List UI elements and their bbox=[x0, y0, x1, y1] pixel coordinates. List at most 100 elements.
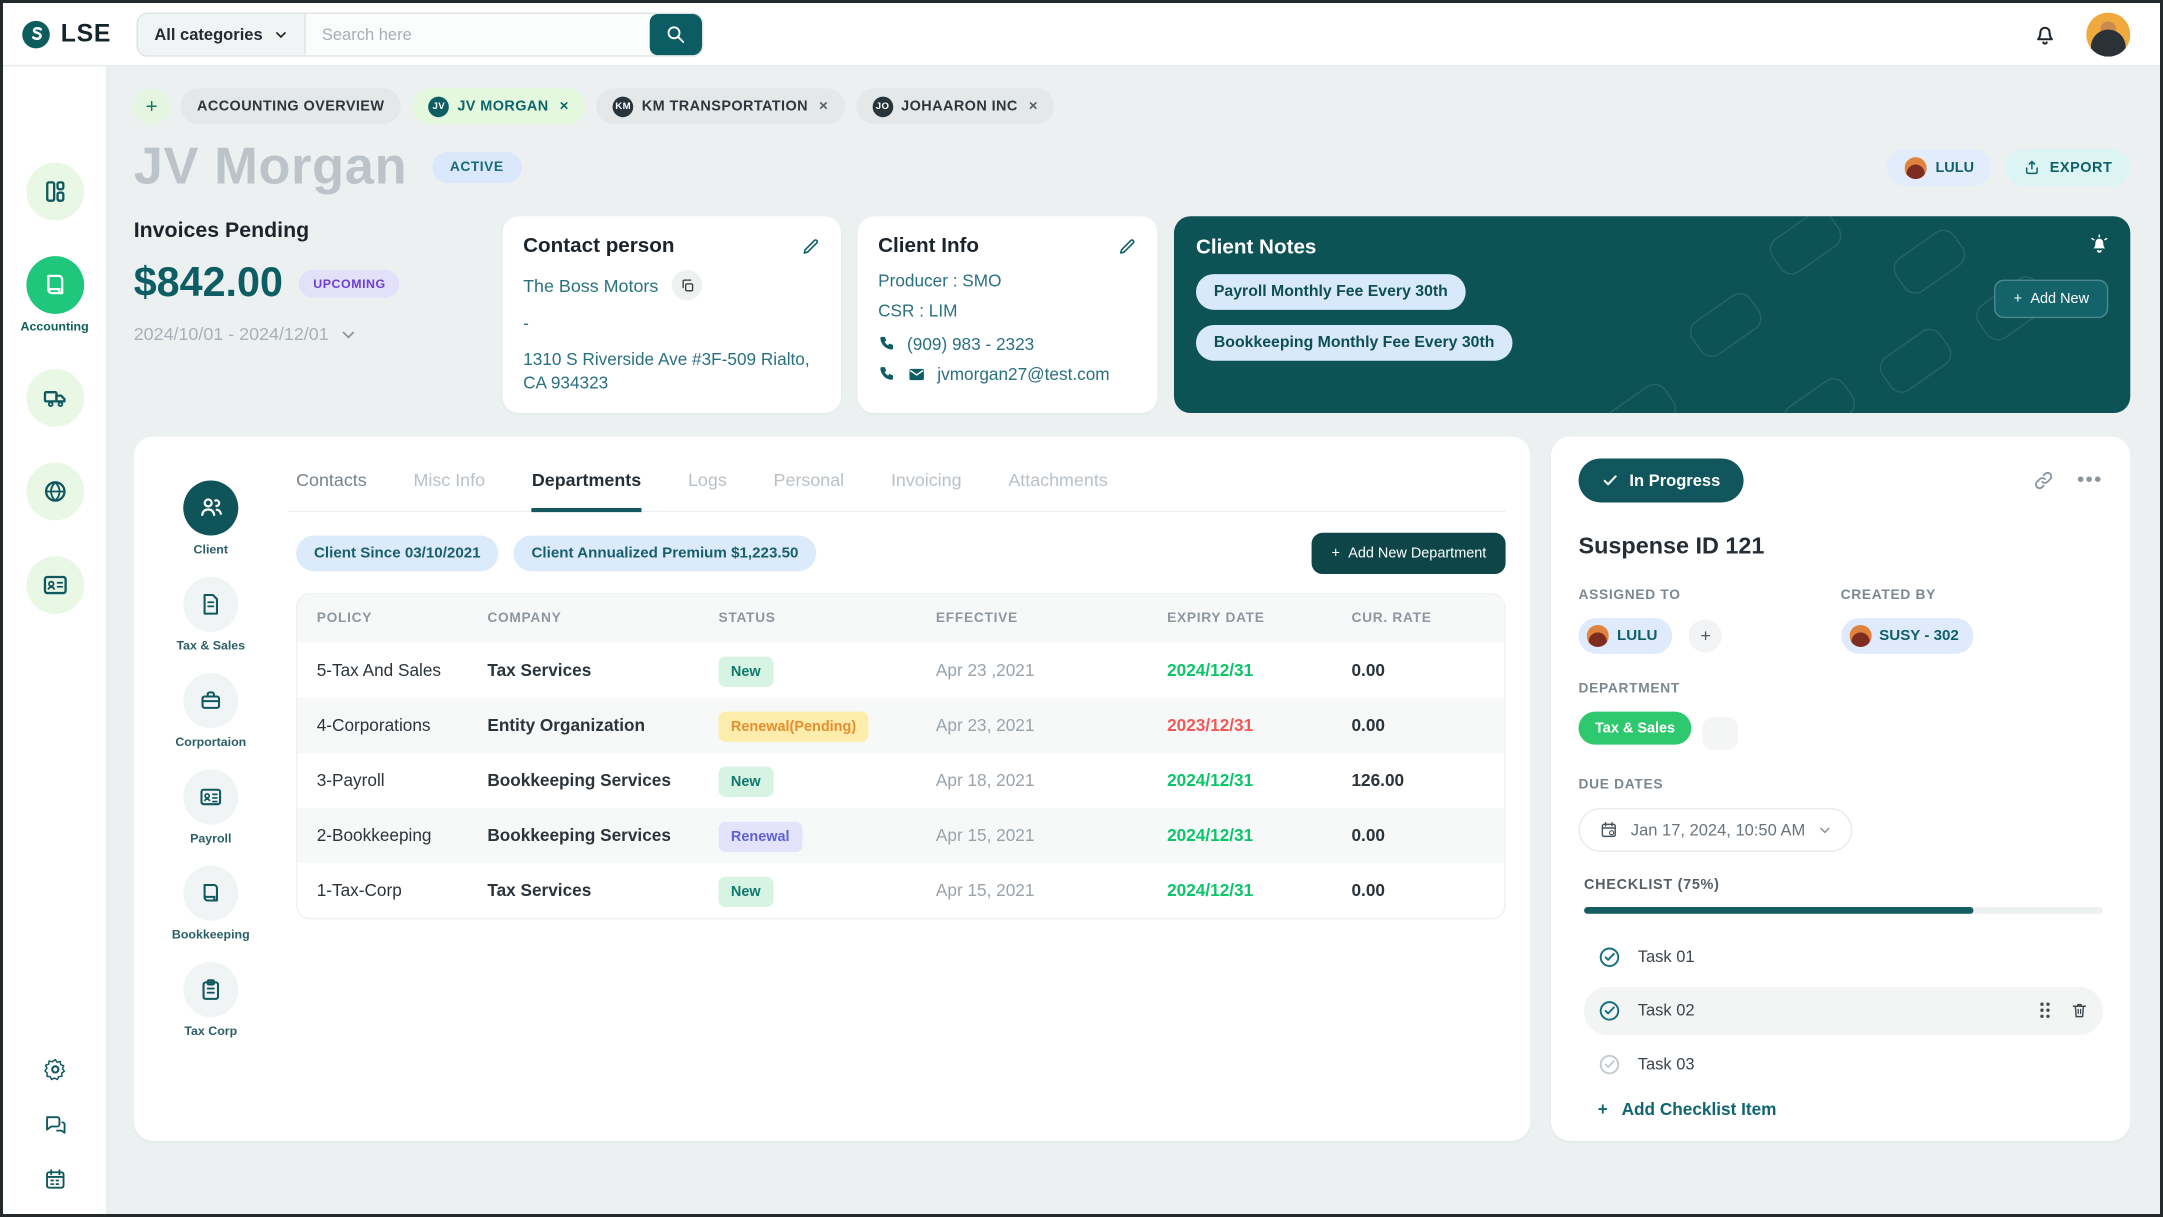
company-cell: Tax Services bbox=[487, 880, 592, 900]
close-tab-icon[interactable]: × bbox=[559, 97, 569, 115]
policies-table: POLICY COMPANY STATUS EFFECTIVE EXPIRY D… bbox=[296, 592, 1506, 919]
checklist-item[interactable]: Task 02 bbox=[1584, 986, 2103, 1035]
search-input[interactable] bbox=[305, 13, 650, 55]
sidebar-item-label: Accounting bbox=[20, 319, 89, 334]
link-icon[interactable] bbox=[2033, 469, 2055, 491]
col-company: COMPANY bbox=[487, 610, 562, 626]
drag-handle-icon[interactable] bbox=[2037, 1001, 2054, 1020]
check-circle-icon[interactable] bbox=[1598, 1053, 1621, 1076]
search-button[interactable] bbox=[649, 13, 702, 55]
notifications-bell-icon[interactable] bbox=[2031, 20, 2059, 48]
plus-icon: + bbox=[1331, 544, 1340, 562]
tab-jv-morgan[interactable]: JV JV MORGAN × bbox=[411, 88, 586, 125]
rail-item-tax-sales[interactable]: Tax & Sales bbox=[176, 576, 245, 652]
phone-number[interactable]: (909) 983 - 2323 bbox=[907, 334, 1035, 354]
category-dropdown[interactable]: All categories bbox=[137, 13, 306, 55]
chat-icon[interactable] bbox=[42, 1112, 67, 1137]
rail-item-bookkeeping[interactable]: Bookkeeping bbox=[172, 865, 250, 941]
add-assignee-button[interactable]: + bbox=[1689, 618, 1723, 652]
edit-contact-icon[interactable] bbox=[801, 236, 820, 255]
add-tab-button[interactable]: + bbox=[133, 88, 170, 125]
client-notes-title: Client Notes bbox=[1195, 235, 1317, 259]
rate-cell: 0.00 bbox=[1351, 880, 1385, 900]
note-chip[interactable]: Payroll Monthly Fee Every 30th bbox=[1195, 274, 1466, 310]
category-dropdown-label: All categories bbox=[154, 24, 263, 44]
policy-cell: 2-Bookkeeping bbox=[316, 825, 432, 845]
notes-bell-icon[interactable] bbox=[2088, 233, 2111, 263]
invoice-date-range[interactable]: 2024/10/01 - 2024/12/01 bbox=[134, 324, 486, 344]
tab-personal[interactable]: Personal bbox=[773, 468, 845, 490]
creator-chip[interactable]: SUSY - 302 bbox=[1840, 617, 1974, 654]
email-address[interactable]: jvmorgan27@test.com bbox=[937, 364, 1110, 384]
department-ghost-chip[interactable] bbox=[1702, 716, 1739, 751]
email-icon bbox=[907, 365, 926, 384]
tab-departments[interactable]: Departments bbox=[531, 469, 642, 512]
sidebar-item-transport[interactable] bbox=[25, 369, 84, 427]
more-options-icon[interactable]: ••• bbox=[2076, 468, 2103, 492]
rail-label: Client bbox=[193, 541, 228, 556]
checklist-item[interactable]: Task 01 bbox=[1584, 933, 2103, 981]
table-row[interactable]: 1-Tax-Corp Tax Services New Apr 15, 2021… bbox=[297, 862, 1505, 918]
effective-cell: Apr 15, 2021 bbox=[935, 825, 1035, 845]
tab-johaaron-inc[interactable]: JO JOHAARON INC × bbox=[855, 88, 1055, 125]
in-progress-button[interactable]: In Progress bbox=[1578, 457, 1744, 502]
table-row[interactable]: 3-Payroll Bookkeeping Services New Apr 1… bbox=[297, 752, 1505, 808]
tab-accounting-overview[interactable]: ACCOUNTING OVERVIEW bbox=[180, 88, 401, 125]
user-avatar[interactable] bbox=[2086, 11, 2131, 56]
assignee-chip[interactable]: LULU bbox=[1578, 617, 1673, 654]
tab-invoicing[interactable]: Invoicing bbox=[890, 468, 962, 490]
checklist-item[interactable]: Task 03 bbox=[1584, 1040, 2103, 1088]
sidebar-item-contacts[interactable] bbox=[25, 556, 84, 614]
edit-client-info-icon[interactable] bbox=[1118, 236, 1137, 255]
creator-avatar bbox=[1848, 624, 1871, 647]
tab-km-transportation[interactable]: KM KM TRANSPORTATION × bbox=[596, 88, 845, 125]
rail-item-tax-corp[interactable]: Tax Corp bbox=[183, 961, 239, 1037]
table-row[interactable]: 5-Tax And Sales Tax Services New Apr 23 … bbox=[297, 642, 1505, 698]
sidebar-item-dashboard[interactable] bbox=[25, 162, 84, 221]
tab-attachments[interactable]: Attachments bbox=[1008, 468, 1108, 490]
tab-logs[interactable]: Logs bbox=[687, 468, 727, 490]
close-tab-icon[interactable]: × bbox=[1028, 97, 1039, 115]
page-title: JV Morgan bbox=[133, 137, 408, 196]
tab-contacts[interactable]: Contacts bbox=[296, 468, 367, 490]
copy-icon[interactable] bbox=[672, 269, 703, 301]
table-row[interactable]: 2-Bookkeeping Bookkeeping Services Renew… bbox=[297, 807, 1505, 863]
due-date-select[interactable]: Jan 17, 2024, 10:50 AM bbox=[1578, 807, 1853, 852]
client-since-badge: Client Since 03/10/2021 bbox=[296, 534, 499, 571]
annualized-premium-badge: Client Annualized Premium $1,223.50 bbox=[513, 534, 817, 571]
check-circle-icon[interactable] bbox=[1598, 999, 1621, 1022]
detail-tabs: Contacts Misc Info Departments Logs Pers… bbox=[287, 436, 1506, 512]
note-chip[interactable]: Bookkeeping Monthly Fee Every 30th bbox=[1195, 324, 1513, 361]
upcoming-badge: UPCOMING bbox=[299, 269, 400, 298]
due-dates-label: DUE DATES bbox=[1578, 777, 1664, 793]
effective-cell: Apr 18, 2021 bbox=[935, 770, 1035, 790]
assigned-to-label: ASSIGNED TO bbox=[1578, 587, 1681, 603]
tab-label: KM TRANSPORTATION bbox=[641, 97, 808, 115]
status-badge: ACTIVE bbox=[431, 151, 522, 184]
add-note-button[interactable]: + Add New bbox=[1994, 279, 2109, 319]
table-header: POLICY COMPANY STATUS EFFECTIVE EXPIRY D… bbox=[297, 594, 1505, 643]
rate-cell: 126.00 bbox=[1351, 770, 1405, 790]
rail-item-corporation[interactable]: Corportaion bbox=[175, 672, 246, 748]
table-row[interactable]: 4-Corporations Entity Organization Renew… bbox=[297, 697, 1505, 753]
departments-card: Client Tax & Sales Corportaion Payroll bbox=[133, 435, 1531, 1141]
delete-task-icon[interactable] bbox=[2070, 1001, 2089, 1020]
check-circle-icon[interactable] bbox=[1598, 945, 1621, 968]
calendar-icon[interactable] bbox=[42, 1167, 67, 1192]
policy-cell: 4-Corporations bbox=[316, 715, 431, 735]
settings-gear-icon[interactable] bbox=[42, 1057, 67, 1082]
add-new-department-button[interactable]: + Add New Department bbox=[1312, 532, 1506, 574]
company-cell: Bookkeeping Services bbox=[487, 770, 671, 790]
sidebar-item-accounting[interactable]: Accounting bbox=[21, 256, 89, 333]
add-checklist-item-button[interactable]: + Add Checklist Item bbox=[1584, 1100, 2103, 1119]
tab-misc-info[interactable]: Misc Info bbox=[413, 468, 486, 490]
sidebar-item-global[interactable] bbox=[25, 462, 84, 521]
rail-item-client[interactable]: Client bbox=[183, 479, 239, 556]
close-tab-icon[interactable]: × bbox=[818, 97, 829, 115]
assignee-chip[interactable]: LULU bbox=[1887, 148, 1992, 187]
phone-icon bbox=[878, 335, 896, 353]
expiry-cell: 2024/12/31 bbox=[1167, 825, 1254, 845]
rail-item-payroll[interactable]: Payroll bbox=[183, 768, 239, 845]
policy-cell: 1-Tax-Corp bbox=[316, 880, 402, 900]
export-button[interactable]: EXPORT bbox=[2005, 148, 2131, 187]
